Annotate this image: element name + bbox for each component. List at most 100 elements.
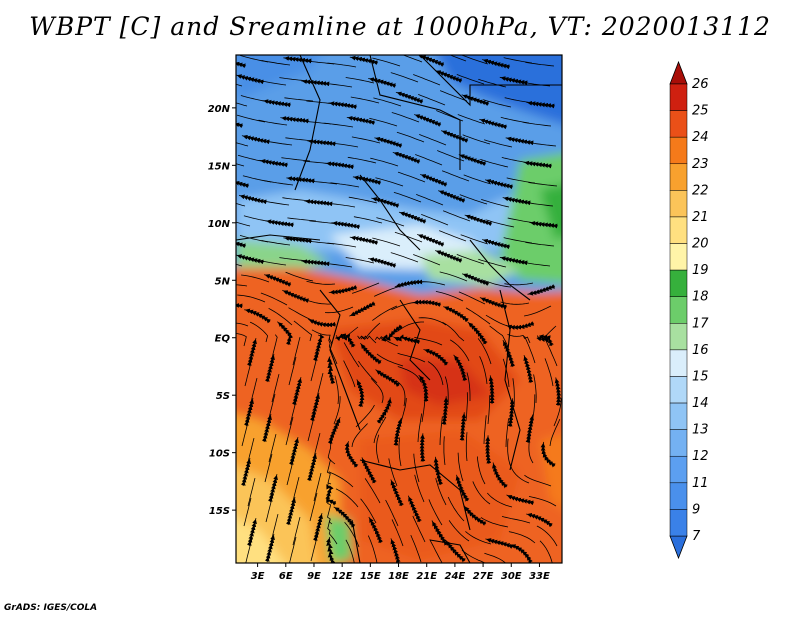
streamline: [539, 540, 553, 563]
streamline: [355, 404, 375, 428]
streamline: [368, 77, 397, 89]
streamline: [288, 357, 297, 386]
colorbar-segment: [669, 323, 688, 351]
streamline: [327, 356, 336, 385]
colorbar-segment: [669, 429, 688, 457]
streamline: [374, 336, 399, 347]
streamline: [461, 273, 490, 287]
streamline: [309, 493, 318, 522]
streamline: [448, 520, 470, 542]
x-tick-label: 3E: [251, 571, 265, 582]
colorbar-label: 13: [692, 423, 709, 438]
streamline: [483, 99, 512, 108]
colorbar-segment: [669, 243, 688, 271]
colorbar-label: 20: [692, 237, 709, 252]
streamline: [244, 308, 271, 324]
streamline: [372, 237, 401, 247]
streamline: [447, 496, 465, 522]
streamline: [483, 415, 487, 445]
streamline: [421, 214, 449, 226]
streamline: [247, 478, 256, 507]
streamline: [507, 334, 531, 344]
colorbar-label: 24: [692, 130, 709, 145]
streamline: [302, 298, 332, 305]
streamline: [524, 201, 554, 207]
streamline: [260, 292, 288, 306]
streamline: [413, 74, 441, 86]
streamline: [506, 177, 536, 184]
streamline: [477, 338, 492, 365]
streamline: [323, 82, 353, 88]
streamline: [328, 471, 354, 488]
streamline: [453, 354, 468, 382]
streamline: [435, 250, 463, 263]
streamline: [480, 159, 509, 168]
streamline: [264, 274, 292, 287]
streamline: [393, 192, 422, 203]
streamline: [286, 457, 295, 486]
streamline: [241, 274, 270, 283]
streamline: [243, 398, 254, 427]
x-tick-label: 33E: [529, 571, 550, 582]
streamline: [397, 321, 424, 332]
streamline: [236, 302, 244, 310]
streamline: [554, 377, 562, 407]
streamline: [313, 473, 322, 502]
streamline: [264, 454, 273, 483]
streamline: [427, 361, 444, 386]
colorbar-label: 11: [692, 476, 709, 491]
y-tick-label: 15N: [208, 161, 231, 172]
streamline: [483, 139, 513, 148]
streamline: [261, 240, 291, 246]
streamline: [376, 353, 404, 367]
streamline: [419, 134, 447, 146]
streamline: [289, 537, 297, 563]
streamline: [358, 360, 378, 384]
colorbar-label: 25: [692, 104, 709, 119]
streamline: [356, 379, 365, 408]
streamline: [465, 307, 491, 325]
streamline: [236, 74, 265, 85]
streamline: [350, 96, 380, 104]
streamline: [376, 217, 405, 227]
streamline: [328, 101, 358, 110]
streamline: [327, 416, 341, 445]
streamline: [431, 520, 449, 546]
streamline: [442, 321, 465, 342]
streamline: [438, 190, 466, 203]
streamline: [361, 457, 377, 484]
streamline: [335, 333, 356, 348]
streamline: [283, 236, 313, 244]
streamline: [456, 74, 485, 85]
streamline: [245, 538, 253, 563]
streamline: [502, 358, 510, 388]
streamline: [236, 102, 248, 107]
streamline: [501, 516, 531, 524]
streamline: [346, 115, 376, 126]
map-area: [236, 55, 562, 563]
streamline: [306, 280, 336, 285]
streamline: [345, 539, 355, 563]
streamline: [485, 435, 492, 465]
streamline: [414, 114, 442, 127]
streamline: [553, 398, 562, 427]
streamline: [466, 372, 471, 401]
colorbar-segment: [669, 216, 688, 244]
streamline: [505, 418, 509, 448]
streamline: [423, 348, 449, 366]
streamline: [344, 441, 359, 468]
x-tick-label: 6E: [279, 571, 293, 582]
streamline: [398, 211, 427, 224]
streamline: [372, 305, 398, 321]
streamline: [357, 335, 377, 344]
streamline: [492, 462, 508, 489]
colorbar-label: 26: [692, 77, 709, 92]
streamline: [449, 55, 467, 62]
streamline: [261, 60, 291, 66]
streamline: [413, 453, 420, 483]
streamline: [465, 392, 468, 422]
streamline: [441, 170, 470, 182]
streamline: [312, 334, 325, 362]
y-tick-label: 10S: [209, 449, 230, 460]
streamline: [376, 397, 392, 424]
